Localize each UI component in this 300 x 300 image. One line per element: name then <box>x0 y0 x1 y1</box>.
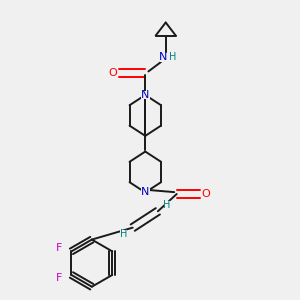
Text: H: H <box>120 229 128 239</box>
Bar <box>164 201 171 208</box>
Bar <box>141 188 150 196</box>
Text: F: F <box>56 273 63 283</box>
Bar <box>56 274 63 283</box>
Text: N: N <box>159 52 167 62</box>
Text: H: H <box>163 200 170 210</box>
Bar <box>141 91 150 99</box>
Text: N: N <box>141 90 149 100</box>
Text: N: N <box>141 188 149 197</box>
Bar <box>202 190 210 198</box>
Text: H: H <box>169 52 176 62</box>
Text: O: O <box>109 68 117 78</box>
Text: O: O <box>202 189 210 199</box>
Text: F: F <box>56 243 63 253</box>
Bar <box>160 53 172 62</box>
Bar <box>56 244 63 253</box>
Bar <box>121 230 128 237</box>
Bar <box>109 69 117 77</box>
